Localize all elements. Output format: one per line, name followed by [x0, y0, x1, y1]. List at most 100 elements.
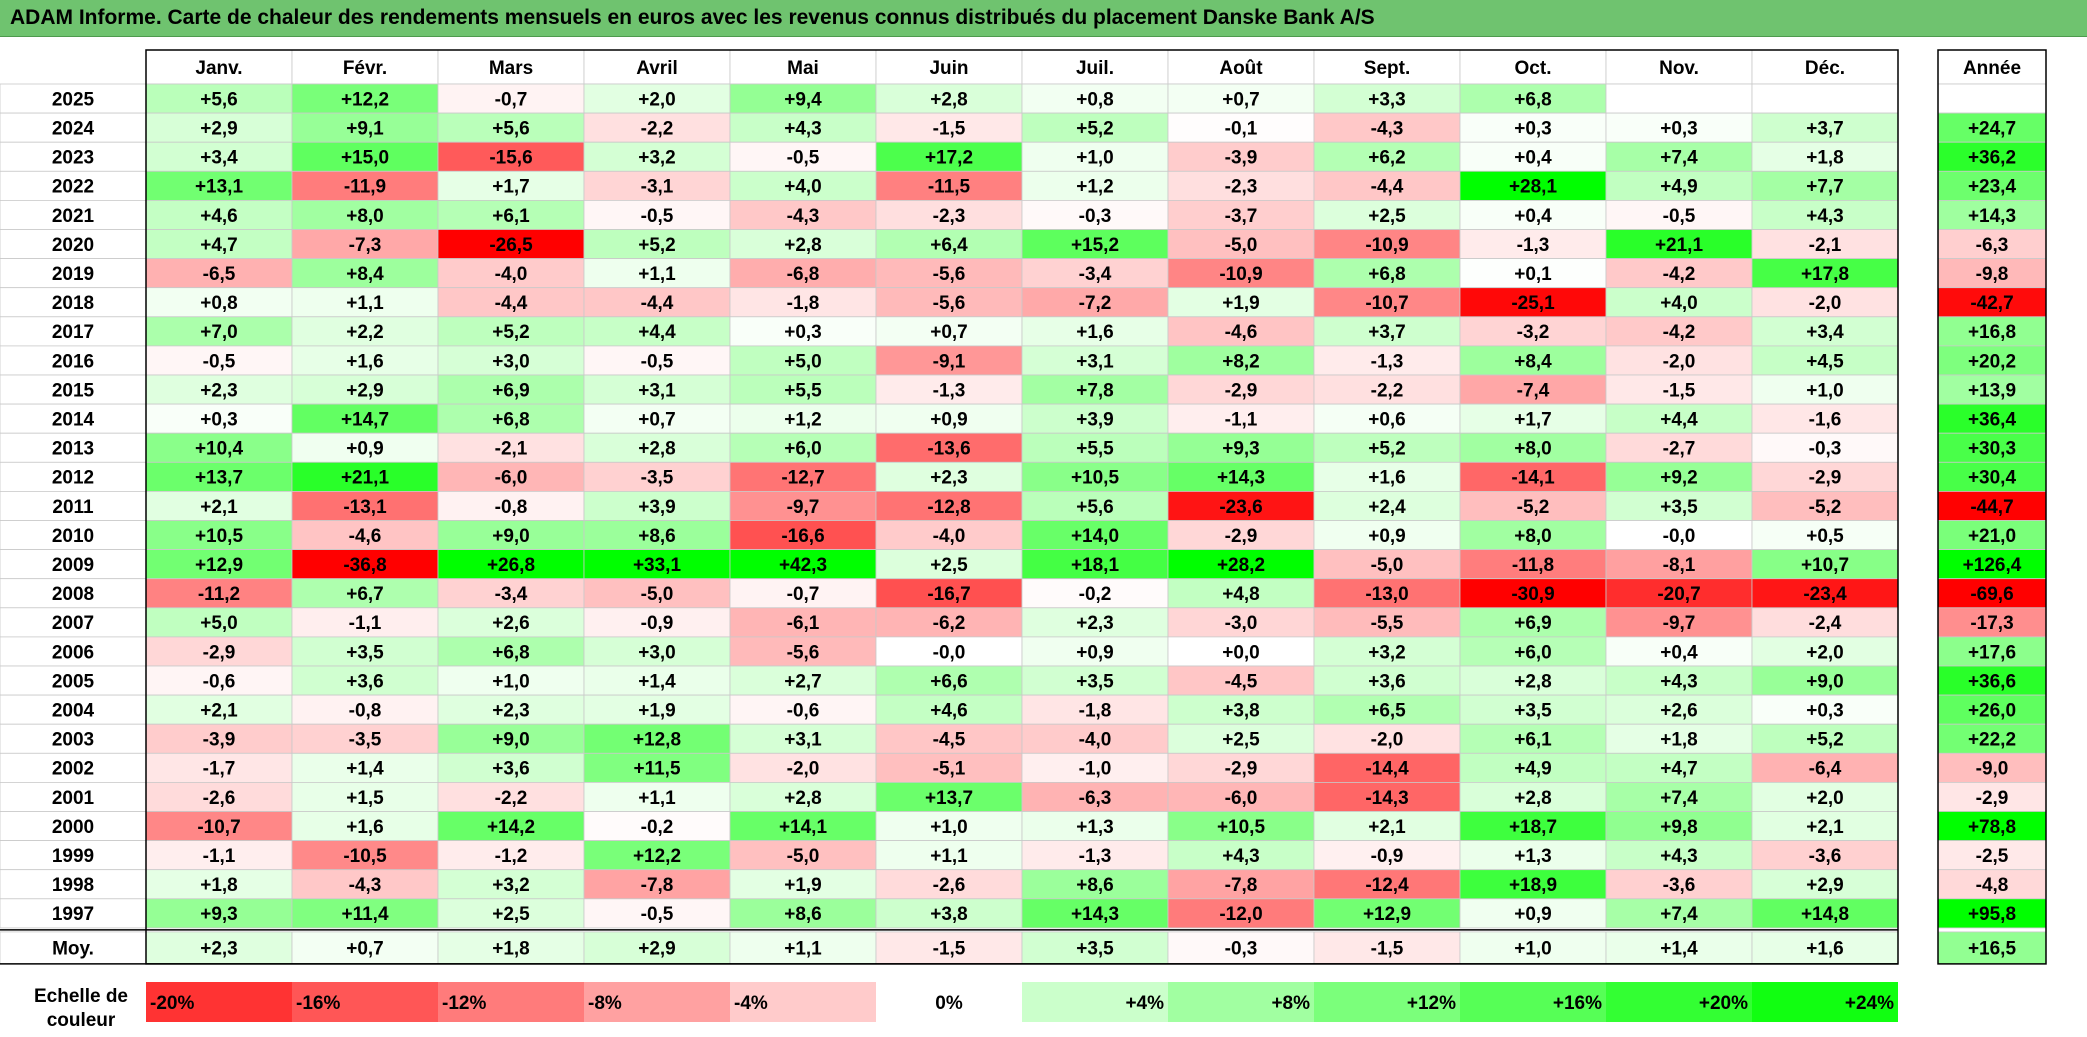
heatmap-cell-label: +1,9 — [784, 875, 822, 896]
heatmap-cell-label: +6,8 — [492, 642, 530, 663]
heatmap-cell-label: +1,1 — [346, 293, 384, 314]
year-label-label: 2004 — [52, 700, 95, 721]
heatmap-cell — [1021, 170, 1169, 201]
heatmap-cell-label: +9,3 — [1222, 439, 1260, 460]
heatmap-cell-label: -6,5 — [203, 264, 236, 285]
year-label — [0, 752, 147, 783]
heatmap-cell — [437, 374, 585, 405]
heatmap-cell-label: +8,0 — [346, 206, 384, 227]
year-label — [0, 782, 147, 812]
heatmap-cell-label: -3,4 — [495, 584, 528, 605]
heatmap-cell — [1751, 83, 1899, 114]
heatmap-cell-label: +9,3 — [200, 904, 238, 925]
heatmap-cell — [1021, 490, 1169, 521]
heatmap-cell-label: -1,5 — [933, 118, 966, 139]
heatmap-cell-label: +0,7 — [1222, 89, 1260, 110]
heatmap-cell-label: -7,8 — [641, 875, 674, 896]
annual-cell-label: -4,8 — [1976, 875, 2009, 896]
heatmap-cell — [1167, 229, 1315, 260]
heatmap-cell-label: -1,5 — [1663, 380, 1696, 401]
heatmap-cell-label: -12,4 — [1365, 875, 1409, 896]
heatmap-cell — [1605, 840, 1753, 871]
year-label — [0, 374, 147, 405]
heatmap-cell — [1021, 461, 1169, 492]
heatmap-cell-label: +11,5 — [633, 759, 680, 780]
heatmap-cell-label: -6,0 — [1225, 788, 1258, 809]
heatmap-cell — [145, 782, 293, 812]
heatmap-cell — [291, 520, 439, 551]
annual-cell — [1937, 83, 2047, 114]
heatmap-cell — [437, 665, 585, 696]
heatmap-cell-label: +4,0 — [784, 177, 822, 198]
heatmap-cell-label: +6,2 — [1368, 148, 1406, 169]
heatmap-cell-label: +14,3 — [1217, 468, 1265, 489]
heatmap-cell-label: +2,1 — [1806, 817, 1844, 838]
heatmap-cell — [1459, 141, 1607, 172]
heatmap-cell — [291, 287, 439, 318]
heatmap-cell-label: +8,0 — [1514, 439, 1552, 460]
heatmap-cell-label: +4,8 — [1222, 584, 1260, 605]
heatmap-cell — [1605, 752, 1753, 783]
heatmap-cell — [145, 578, 293, 609]
heatmap-cell — [145, 258, 293, 289]
heatmap-cell — [1313, 898, 1461, 929]
heatmap-cell-label: +6,1 — [492, 206, 530, 227]
heatmap-cell-label: -0,5 — [641, 206, 674, 227]
heatmap-cell-label: -1,7 — [203, 759, 236, 780]
heatmap-cell-label: -2,1 — [495, 439, 528, 460]
heatmap-cell-label: +14,3 — [1071, 904, 1119, 925]
heatmap-cell — [291, 112, 439, 143]
heatmap-cell-label: +6,0 — [1514, 642, 1552, 663]
heatmap-cell — [437, 490, 585, 521]
heatmap-cell — [1021, 578, 1169, 609]
heatmap-cell-label: -16,6 — [781, 526, 824, 547]
annual-cell — [1937, 374, 2047, 405]
heatmap-cell — [875, 752, 1023, 783]
column-header-6-label: Juil. — [1076, 58, 1114, 79]
heatmap-cell — [1313, 840, 1461, 871]
heatmap-cell-label: -11,8 — [1512, 555, 1554, 576]
heatmap-cell — [1751, 461, 1899, 492]
heatmap-cell — [1167, 665, 1315, 696]
heatmap-cell-label: -4,4 — [641, 293, 674, 314]
heatmap-cell — [291, 607, 439, 638]
year-label-label: 2009 — [52, 555, 94, 576]
year-label — [0, 432, 147, 463]
annual-cell-label: -44,7 — [1970, 497, 2013, 518]
heatmap-cell — [1167, 520, 1315, 551]
heatmap-cell-label: +2,1 — [200, 497, 238, 518]
heatmap-cell-label: -11,2 — [198, 584, 240, 605]
annual-cell — [1937, 549, 2047, 580]
heatmap-cell-label: +0,8 — [200, 293, 238, 314]
heatmap-cell-label: -1,8 — [1079, 700, 1112, 721]
heatmap-cell-label: +3,7 — [1368, 322, 1406, 343]
column-header-6 — [1021, 49, 1169, 85]
year-label — [0, 549, 147, 580]
average-cell — [1751, 931, 1899, 965]
annual-cell-label: +36,2 — [1968, 148, 2016, 169]
heatmap-cell-label: -4,4 — [495, 293, 528, 314]
heatmap-cell-label: +21,1 — [341, 468, 390, 489]
column-header-8 — [1313, 49, 1461, 85]
heatmap-cell — [1021, 752, 1169, 783]
heatmap-cell — [729, 869, 877, 900]
year-label-label: 2024 — [52, 118, 95, 139]
heatmap-cell — [1751, 752, 1899, 783]
heatmap-cell-label: -1,1 — [1225, 409, 1258, 430]
annual-cell-label: +126,4 — [1963, 555, 2022, 576]
heatmap-cell-label: +8,2 — [1222, 351, 1260, 372]
scale-swatch — [292, 982, 438, 1022]
heatmap-cell — [291, 170, 439, 201]
heatmap-cell — [437, 199, 585, 230]
heatmap-cell-label: +3,3 — [1368, 89, 1406, 110]
heatmap-cell-label: +8,0 — [1514, 526, 1552, 547]
heatmap-cell — [1167, 83, 1315, 114]
heatmap-cell — [729, 199, 877, 230]
heatmap-cell-label: +2,8 — [930, 89, 968, 110]
heatmap-cell — [1167, 549, 1315, 580]
heatmap-cell-label: -0,5 — [1663, 206, 1696, 227]
heatmap-cell — [437, 170, 585, 201]
heatmap-cell-label: -16,7 — [927, 584, 970, 605]
heatmap-cell-label: +3,5 — [1076, 671, 1114, 692]
heatmap-cell — [583, 578, 731, 609]
